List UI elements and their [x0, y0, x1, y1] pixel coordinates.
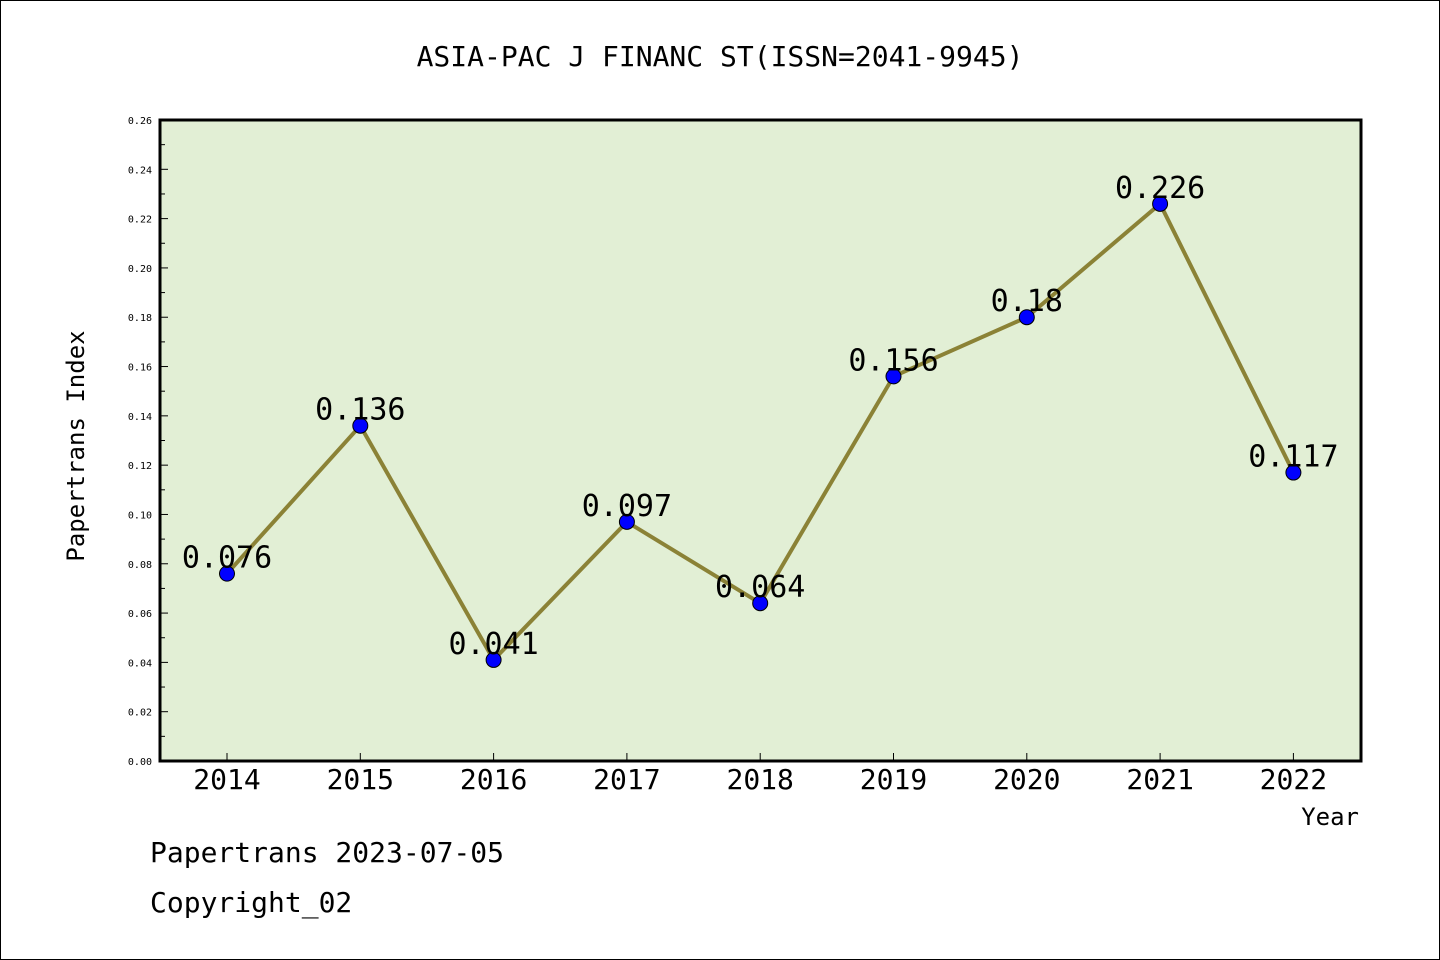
- data-label: 0.041: [448, 627, 538, 662]
- x-axis: 2014 2015 2016 2017 2018 2019 2020 2021 2022: [193, 753, 1327, 796]
- x-tick-label: 2015: [327, 763, 394, 796]
- data-label: 0.097: [582, 489, 672, 524]
- data-point: [219, 565, 235, 582]
- x-tick-label: 2021: [1126, 763, 1193, 796]
- data-point: [618, 513, 635, 530]
- data-point: [1285, 464, 1302, 481]
- y-tick-label: 0.18: [128, 313, 152, 324]
- x-tick-label: 2016: [460, 763, 527, 796]
- chart-title: ASIA-PAC J FINANC ST(ISSN=2041-9945): [417, 40, 1024, 73]
- x-axis-label: Year: [1301, 803, 1359, 831]
- y-tick-label: 0.06: [128, 609, 152, 620]
- data-label: 0.076: [182, 541, 272, 576]
- footer-copyright: Copyright_02: [150, 886, 353, 919]
- y-tick-label: 0.20: [128, 264, 152, 275]
- y-axis: 0.00 0.02 0.04 0.06 0.08 0.10 0.12 0.14 0.16 0.18…: [128, 116, 168, 768]
- data-labels: 0.076 0.136 0.041 0.097 0.064 0.156 0.18 0.226 0…: [182, 171, 1339, 662]
- data-label: 0.117: [1248, 440, 1338, 475]
- y-tick-label: 0.00: [128, 757, 152, 768]
- x-tick-label: 2020: [993, 763, 1060, 796]
- plot-area: [158, 118, 1363, 763]
- data-label: 0.156: [848, 343, 938, 378]
- y-tick-label: 0.16: [128, 363, 152, 374]
- data-point: [752, 595, 769, 612]
- x-tick-label: 2018: [726, 763, 793, 796]
- data-point: [885, 368, 902, 385]
- data-label: 0.226: [1115, 171, 1205, 206]
- data-point: [1152, 195, 1169, 212]
- x-tick-label: 2014: [193, 763, 260, 796]
- data-point: [485, 651, 502, 668]
- y-tick-label: 0.24: [128, 165, 152, 176]
- data-label: 0.18: [991, 284, 1063, 319]
- x-tick-label: 2017: [593, 763, 660, 796]
- x-tick-label: 2019: [860, 763, 927, 796]
- data-point: [352, 417, 369, 434]
- y-tick-label: 0.12: [128, 461, 152, 472]
- y-tick-label: 0.26: [128, 116, 152, 127]
- x-tick-label: 2022: [1260, 763, 1327, 796]
- footer-date: Papertrans 2023-07-05: [150, 836, 505, 869]
- y-axis-label: Papertrans Index: [62, 330, 90, 561]
- series-papertrans-index: [219, 195, 1302, 668]
- y-tick-label: 0.22: [128, 215, 152, 226]
- y-tick-label: 0.08: [128, 560, 152, 571]
- y-tick-label: 0.04: [128, 658, 152, 669]
- data-point: [1018, 309, 1035, 326]
- y-tick-label: 0.14: [128, 412, 152, 423]
- y-tick-label: 0.10: [128, 510, 152, 521]
- data-label: 0.136: [315, 393, 405, 428]
- y-tick-label: 0.02: [128, 708, 152, 719]
- data-label: 0.064: [715, 570, 805, 605]
